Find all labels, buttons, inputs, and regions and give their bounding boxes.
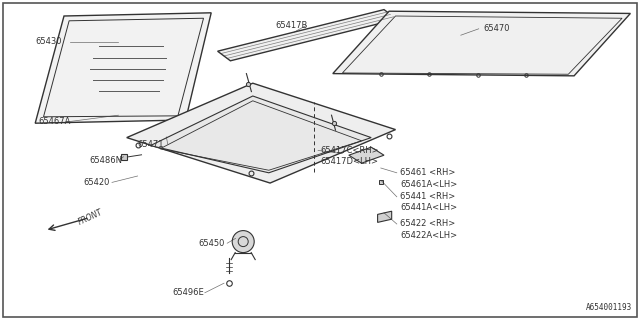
Text: 65467A: 65467A bbox=[38, 117, 71, 126]
Text: 65422A<LH>: 65422A<LH> bbox=[400, 231, 457, 240]
Text: 65470: 65470 bbox=[483, 24, 509, 33]
Text: 65496E: 65496E bbox=[173, 288, 205, 297]
Text: 65450: 65450 bbox=[198, 239, 225, 248]
Text: 65441A<LH>: 65441A<LH> bbox=[400, 204, 457, 212]
Polygon shape bbox=[349, 147, 384, 163]
Text: 65417D<LH>: 65417D<LH> bbox=[320, 157, 378, 166]
Polygon shape bbox=[378, 211, 392, 222]
Text: 65471: 65471 bbox=[138, 140, 164, 148]
Text: FRONT: FRONT bbox=[77, 208, 104, 227]
Text: 65417B: 65417B bbox=[275, 21, 308, 30]
Text: 65420: 65420 bbox=[83, 178, 109, 187]
Polygon shape bbox=[150, 96, 371, 173]
Text: 65461A<LH>: 65461A<LH> bbox=[400, 180, 457, 188]
Text: 65417C<RH>: 65417C<RH> bbox=[320, 146, 379, 155]
Polygon shape bbox=[35, 13, 211, 123]
Polygon shape bbox=[333, 11, 630, 76]
Text: 65461 <RH>: 65461 <RH> bbox=[400, 168, 456, 177]
Polygon shape bbox=[218, 10, 397, 61]
Text: 65422 <RH>: 65422 <RH> bbox=[400, 220, 455, 228]
Text: A654001193: A654001193 bbox=[586, 303, 632, 312]
Text: 65441 <RH>: 65441 <RH> bbox=[400, 192, 455, 201]
Circle shape bbox=[232, 231, 254, 252]
Polygon shape bbox=[127, 83, 396, 183]
Text: 65486N: 65486N bbox=[90, 156, 123, 164]
Text: 65430: 65430 bbox=[35, 37, 61, 46]
